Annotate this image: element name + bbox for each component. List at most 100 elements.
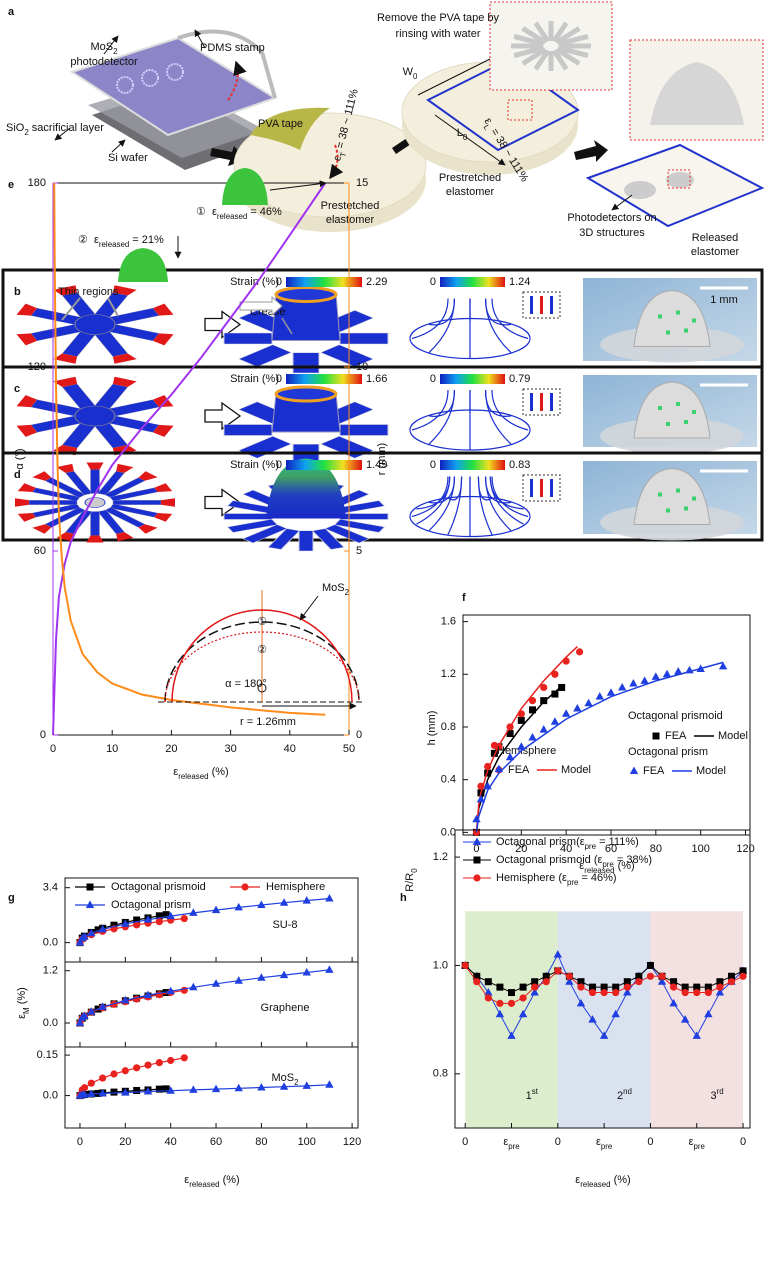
arc [164,621,360,703]
text-part: pre [602,860,614,869]
marker [588,988,597,997]
y-tick-label: 15 [356,177,368,189]
pattern-arm [557,45,589,58]
marker [506,730,514,738]
x-axis-label: εreleased (%) [575,1174,630,1189]
plot-frame [454,829,751,1129]
annotation: 3D structures [579,227,645,239]
arm-body [108,324,160,341]
center [74,405,116,427]
marker [519,994,527,1002]
pattern-arm [551,49,569,71]
x-tick-label: 20 [515,843,527,855]
marker [476,794,486,803]
x-tick-label: 40 [165,1136,177,1148]
arm [32,507,86,534]
marker [662,669,672,678]
annotation: elastomer [691,246,740,258]
marker [681,983,689,991]
text-part: ε [16,1014,28,1019]
marker [651,672,661,680]
arm [86,462,104,494]
x-tick-label: 80 [255,1136,267,1148]
marker [518,1009,528,1018]
marker [473,978,481,986]
panel-letter: g [8,892,15,904]
y-tick-label: 1.0 [433,959,448,971]
arm-body [90,511,100,536]
x-tick-label: 120 [736,843,754,855]
y-tick-label: 0.8 [433,1068,448,1080]
cycle-band [465,911,558,1128]
marker [144,1061,152,1069]
marker [98,924,107,933]
flap [311,528,345,550]
x-axis-label: εreleased (%) [184,1174,239,1189]
wire [428,298,456,326]
marker [646,961,654,969]
text-part: M [22,1007,31,1014]
legend-group: Octagonal prism [628,746,708,758]
text-part: pre [585,842,597,851]
panel-letter: a [8,6,15,18]
marker [561,709,571,717]
text-part: released [584,866,614,875]
colorbar [286,460,362,470]
marker [325,1080,334,1088]
colorbar-max: 1.66 [366,373,387,385]
marker [94,926,102,934]
marker [234,976,243,984]
photo-structure [633,289,711,347]
arm-body [62,422,96,449]
marker [704,988,712,997]
pointer [103,35,119,55]
legend-marker [86,883,94,891]
marker [507,1031,516,1039]
marker [110,921,118,929]
marker [257,1083,266,1091]
photodetector [116,76,134,94]
wire [484,298,512,354]
x-tick-label: 10 [106,743,118,755]
colorbar-min: 0 [430,373,436,385]
y-tick-label: 0 [40,729,46,741]
arm [56,509,93,542]
line [52,182,327,736]
arm [15,498,78,507]
inset-bar [540,393,543,411]
crease-arrow [239,295,283,317]
marker [472,814,481,823]
legend-label: FEA [665,730,687,742]
colorbar-title: Strain (%) [230,276,279,288]
marker [477,782,485,790]
green-dome [118,248,168,282]
y-tick-label: 1.2 [441,668,456,680]
marker [162,1085,170,1093]
marker [506,723,514,731]
text-part: ε [503,1136,508,1148]
text-part: (%) [16,987,28,1007]
arm [104,507,158,534]
marker [680,1015,690,1023]
marker [528,697,537,705]
text-part: Hemisphere (ε [496,872,567,884]
text-part: ε [173,766,178,778]
photo-detector [676,488,680,493]
flap [334,518,386,533]
wire [477,476,493,536]
annotation: Thin regions [58,286,119,298]
arm-body [109,487,159,502]
x-tick-label: εpre [503,1136,520,1151]
band-label: 3rd [710,1087,723,1102]
x-tick-label: εpre [596,1136,613,1151]
cycle-band [557,911,651,1128]
pva-tape [250,107,330,150]
pattern-arm [513,34,545,47]
text-part: released [99,240,129,249]
text-part: 2 [345,588,349,597]
annotation: α = 180° [225,678,267,690]
text-part: nd [623,1087,632,1096]
marker [542,972,550,980]
colorbar-min: 0 [276,276,282,288]
x-tick-label: 20 [119,1136,131,1148]
